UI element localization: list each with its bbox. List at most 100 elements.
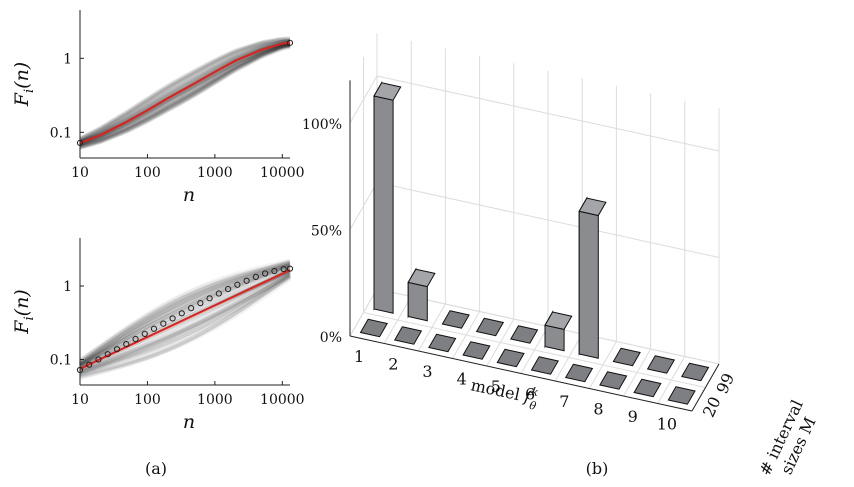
trajectory-line — [78, 259, 291, 366]
data-point — [280, 265, 287, 273]
trajectory-line — [79, 43, 291, 150]
grid-line — [376, 75, 720, 152]
trajectory-line — [79, 43, 291, 147]
data-point — [286, 265, 294, 272]
trajectory-line — [79, 271, 292, 379]
bar — [475, 317, 505, 337]
trajectory-line — [79, 269, 291, 366]
trajectory-line — [79, 38, 291, 140]
trajectory-line — [79, 42, 291, 145]
grid — [349, 33, 720, 412]
bar — [359, 318, 388, 338]
trajectory-line — [79, 43, 291, 147]
trajectory-line — [79, 44, 291, 148]
x-tick-label: 1000 — [197, 392, 233, 408]
trajectory-line — [79, 267, 291, 376]
bar — [496, 348, 525, 368]
trajectory-line — [79, 43, 291, 149]
trajectory-line — [79, 39, 291, 145]
data-point — [187, 305, 195, 312]
depth-category-label: 20 — [699, 394, 725, 420]
trajectory-line — [79, 44, 291, 147]
category-label: 4 — [457, 369, 467, 388]
trajectory-line — [79, 36, 290, 142]
panel-a-top-plot: 10 100 1000 10000 0.1 1 Fi(n) n — [11, 10, 305, 206]
fit-line — [79, 269, 291, 370]
data-point — [132, 335, 139, 343]
z-tick-label: 50% — [311, 224, 342, 240]
bar — [530, 356, 559, 375]
bar — [646, 355, 676, 374]
trajectory-line — [79, 268, 291, 367]
trajectory-line — [78, 262, 291, 369]
trajectory-line — [79, 277, 292, 377]
trajectory-line — [78, 259, 291, 368]
trajectory-line — [79, 39, 291, 145]
trajectory-line — [79, 43, 291, 145]
trajectory-line — [79, 42, 291, 150]
bar — [578, 197, 607, 217]
y-axis — [691, 363, 720, 412]
category-label: 6 — [525, 384, 535, 403]
category-label: 8 — [593, 399, 603, 418]
trajectory-line — [79, 273, 292, 380]
x-tick-label: 10 — [71, 392, 89, 408]
bar — [428, 333, 457, 353]
trajectory-line — [79, 36, 291, 143]
data-point — [104, 351, 111, 358]
x-tick-label: 10000 — [260, 392, 305, 408]
trajectory-line — [78, 264, 291, 366]
trajectory-line — [78, 261, 291, 366]
trajectory-line — [79, 272, 291, 373]
trajectory-line — [79, 41, 291, 146]
x-tick-label: 10 — [71, 165, 89, 181]
category-label: 5 — [491, 377, 501, 396]
trajectory-line — [79, 37, 291, 144]
data-point — [225, 285, 232, 293]
trajectory-line — [79, 268, 292, 377]
bar — [407, 268, 436, 288]
trajectory-line — [79, 274, 292, 378]
trajectory-line — [79, 38, 291, 141]
trajectory-line — [78, 264, 291, 366]
trajectory-line — [79, 45, 291, 148]
trajectory-line — [79, 41, 291, 146]
x-tick-label: 10000 — [260, 165, 305, 181]
trajectory-line — [79, 42, 291, 149]
bar — [564, 363, 594, 383]
trajectory-line — [79, 40, 291, 142]
trajectory-line — [79, 274, 291, 371]
bar — [510, 325, 539, 344]
trajectory-line — [78, 263, 291, 364]
data-point — [286, 39, 294, 46]
data-point — [86, 361, 93, 368]
trajectory-line — [79, 39, 291, 144]
bar — [681, 362, 710, 382]
trajectory-line — [78, 258, 291, 365]
trajectory-line — [79, 269, 292, 376]
data-point — [215, 290, 222, 297]
bar — [462, 341, 491, 360]
grid-line — [363, 312, 706, 388]
category-label: 2 — [388, 354, 398, 373]
panel-a-caption: (a) — [145, 459, 167, 478]
data-point — [262, 270, 269, 277]
x-tick-label: 100 — [134, 165, 161, 181]
z-tick-label: 100% — [302, 117, 342, 133]
trajectory-line — [79, 39, 290, 142]
category-label: 10 — [657, 414, 677, 433]
trajectory-line — [79, 275, 292, 374]
trajectory-line — [79, 42, 291, 148]
data-point — [160, 320, 167, 327]
y-tick-label: 0.1 — [50, 353, 72, 369]
category-label: 1 — [354, 347, 364, 366]
x-axis-label: n — [183, 411, 195, 433]
trajectory-line — [79, 43, 291, 150]
bar — [373, 95, 394, 314]
fit-line — [79, 41, 291, 144]
category-label: 7 — [559, 392, 569, 411]
trajectory-line — [78, 259, 291, 367]
series-layer — [76, 265, 294, 374]
bar — [441, 310, 470, 329]
data-point — [123, 341, 130, 348]
